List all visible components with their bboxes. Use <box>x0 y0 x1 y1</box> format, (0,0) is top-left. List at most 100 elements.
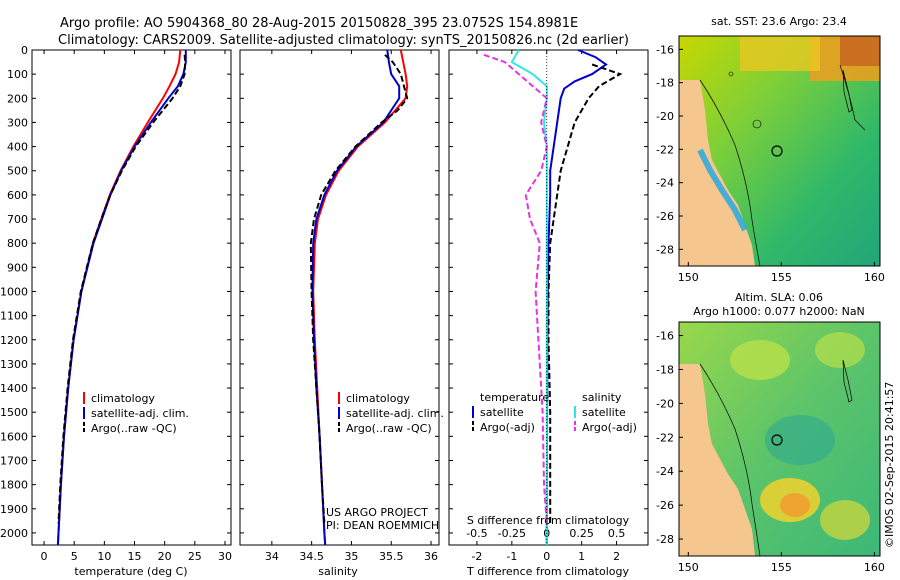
salinity-axis-label: salinity <box>318 565 358 578</box>
sla-map-frame <box>678 321 881 557</box>
x-tick-label: -2 <box>471 550 482 563</box>
legend-argo-label: Argo(..raw -QC) <box>91 422 177 435</box>
x-tick-label: 2 <box>613 550 620 563</box>
map-y-tick-label: -26 <box>656 210 674 223</box>
legend-argo-label: Argo(..raw -QC) <box>346 422 432 435</box>
y-tick-label: 100 <box>7 68 28 81</box>
y-tick-label: 1200 <box>0 334 28 347</box>
s-tick-label: 0.5 <box>608 527 626 540</box>
y-tick-label: 200 <box>7 92 28 105</box>
y-tick-label: 1600 <box>0 430 28 443</box>
sla-map-title-1: Altim. SLA: 0.06 <box>735 291 823 304</box>
y-tick-label: 300 <box>7 116 28 129</box>
y-tick-label: 500 <box>7 165 28 178</box>
x-tick-label: 0 <box>41 550 48 563</box>
x-tick-label: 5 <box>71 550 78 563</box>
legend-satellite-label: satellite-adj. clim. <box>346 407 444 420</box>
project-name: US ARGO PROJECT <box>326 506 428 519</box>
australia-land <box>679 364 755 556</box>
y-tick-label: 1700 <box>0 454 28 467</box>
map-x-tick-label: 160 <box>864 271 885 284</box>
sla-map-title-2: Argo h1000: 0.077 h2000: NaN <box>693 305 865 318</box>
s-difference-axis-label: S difference from climatology <box>467 514 630 527</box>
argo-position-marker <box>771 434 783 446</box>
y-tick-label: 600 <box>7 189 28 202</box>
y-tick-label: 0 <box>21 44 28 57</box>
x-tick-label: 0 <box>543 550 550 563</box>
temperature-panel <box>31 49 232 546</box>
x-tick-label: 10 <box>97 550 111 563</box>
x-tick-label: 34 <box>265 550 279 563</box>
map-y-tick-label: -16 <box>656 330 674 343</box>
x-tick-label: -1 <box>506 550 517 563</box>
series-line-salinity-argo-adj- <box>483 53 548 524</box>
legend-salinity-title: salinity <box>582 391 622 404</box>
difference-legend: temperature salinity satellite Argo(-adj… <box>472 391 637 434</box>
t-difference-axis-label: T difference from climatology <box>466 565 629 578</box>
map-x-tick-label: 160 <box>864 561 885 574</box>
title-line-2: Climatology: CARS2009. Satellite-adjuste… <box>58 33 629 48</box>
series-line-satellite-adj-clim- <box>56 50 187 546</box>
series-line-temperature-argo-adj- <box>547 63 623 524</box>
map-y-tick-label: -24 <box>656 177 674 190</box>
title-line-1: Argo profile: AO 5904368_80 28-Aug-2015 … <box>60 16 578 31</box>
map-x-tick-label: 150 <box>678 561 699 574</box>
map-y-tick-label: -28 <box>656 243 674 256</box>
temperature-axis-label: temperature (deg C) <box>74 565 187 578</box>
y-tick-label: 900 <box>7 261 28 274</box>
x-tick-label: 35.5 <box>379 550 404 563</box>
salinity-legend: climatology satellite-adj. clim. Argo(..… <box>338 392 444 435</box>
map-y-tick-label: -26 <box>656 499 674 512</box>
y-tick-label: 1800 <box>0 479 28 492</box>
map-y-tick-label: -28 <box>656 533 674 546</box>
legend-climatology-label: climatology <box>91 392 155 405</box>
y-tick-label: 1500 <box>0 406 28 419</box>
s-tick-label: -0.25 <box>498 527 526 540</box>
y-tick-label: 1900 <box>0 503 28 516</box>
australia-land <box>679 80 755 266</box>
s-tick-label: 0.25 <box>569 527 594 540</box>
y-tick-label: 700 <box>7 213 28 226</box>
map-y-tick-label: -18 <box>656 77 674 90</box>
series-line-climatology <box>312 49 409 546</box>
y-tick-label: 800 <box>7 237 28 250</box>
legend-climatology-label: climatology <box>346 392 410 405</box>
legend-sal-argo-label: Argo(-adj) <box>582 421 637 434</box>
map-y-tick-label: -16 <box>656 43 674 56</box>
series-line-climatology <box>56 49 182 546</box>
y-tick-label: 1400 <box>0 382 28 395</box>
x-tick-label: 30 <box>218 550 232 563</box>
map-x-tick-label: 155 <box>771 561 792 574</box>
map-x-tick-label: 155 <box>771 271 792 284</box>
series-line-argo-raw-qc- <box>309 54 409 524</box>
difference-panel <box>448 49 649 546</box>
map-y-tick-label: -22 <box>656 143 674 156</box>
legend-temperature-title: temperature <box>480 391 549 404</box>
temperature-legend: climatology satellite-adj. clim. Argo(..… <box>83 392 189 435</box>
series-line-temperature-satellite <box>545 49 608 545</box>
sst-map-frame <box>678 35 881 267</box>
map-y-tick-label: -24 <box>656 465 674 478</box>
x-tick-label: 34.5 <box>299 550 324 563</box>
series-line-argo-raw-qc- <box>57 54 187 524</box>
y-tick-label: 1300 <box>0 358 28 371</box>
project-pi: PI: DEAN ROEMMICH <box>326 519 439 532</box>
map-y-tick-label: -18 <box>656 363 674 376</box>
sla-map-image <box>679 322 880 556</box>
x-tick-label: 15 <box>128 550 142 563</box>
x-tick-label: 1 <box>578 550 585 563</box>
y-tick-label: 1000 <box>0 285 28 298</box>
y-tick-label: 2000 <box>0 527 28 540</box>
x-tick-label: 25 <box>188 550 202 563</box>
legend-temp-argo-label: Argo(-adj) <box>480 421 535 434</box>
x-tick-label: 35 <box>344 550 358 563</box>
legend-sal-satellite-label: satellite <box>582 406 626 419</box>
series-line-satellite-adj-clim- <box>311 49 401 546</box>
map-y-tick-label: -20 <box>656 397 674 410</box>
map-y-tick-label: -20 <box>656 110 674 123</box>
salinity-panel <box>239 49 440 546</box>
imos-credit: ©IMOS 02-Sep-2015 20:41:57 <box>883 382 896 548</box>
legend-satellite-label: satellite-adj. clim. <box>91 407 189 420</box>
s-tick-label: -0.5 <box>466 527 487 540</box>
